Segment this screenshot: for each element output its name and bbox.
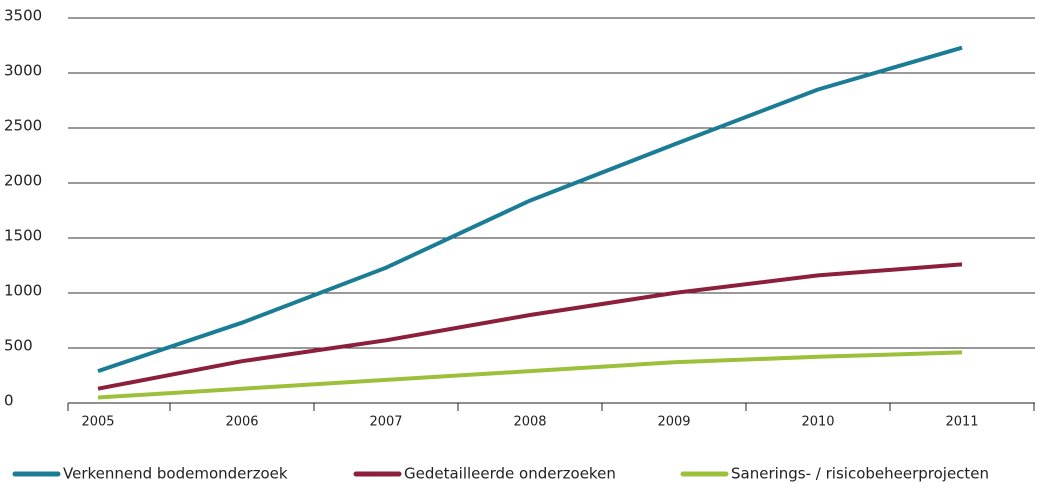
legend-label: Sanerings- / risicobeheerprojecten	[731, 465, 989, 483]
x-tick-label: 2009	[657, 415, 690, 430]
x-tick-label: 2008	[513, 415, 546, 430]
series-line	[97, 350, 963, 400]
y-tick-label: 500	[4, 337, 33, 355]
y-tick-label: 1500	[4, 227, 42, 245]
series-line	[97, 45, 963, 373]
x-tick-label: 2007	[369, 415, 402, 430]
y-tick-label: 2000	[4, 172, 42, 190]
x-tick-label: 2006	[225, 415, 258, 430]
y-tick-label: 1000	[4, 282, 42, 300]
x-tick-label: 2005	[81, 415, 114, 430]
y-tick-label: 3500	[4, 7, 42, 25]
x-tick-label: 2010	[801, 415, 834, 430]
y-tick-label: 0	[4, 392, 14, 410]
series-line	[97, 262, 963, 391]
legend-label: Gedetailleerde onderzoeken	[404, 465, 616, 483]
x-tick-label: 2011	[945, 415, 978, 430]
legend-label: Verkennend bodemonderzoek	[63, 465, 288, 483]
y-tick-label: 3000	[4, 62, 42, 80]
y-tick-label: 2500	[4, 117, 42, 135]
